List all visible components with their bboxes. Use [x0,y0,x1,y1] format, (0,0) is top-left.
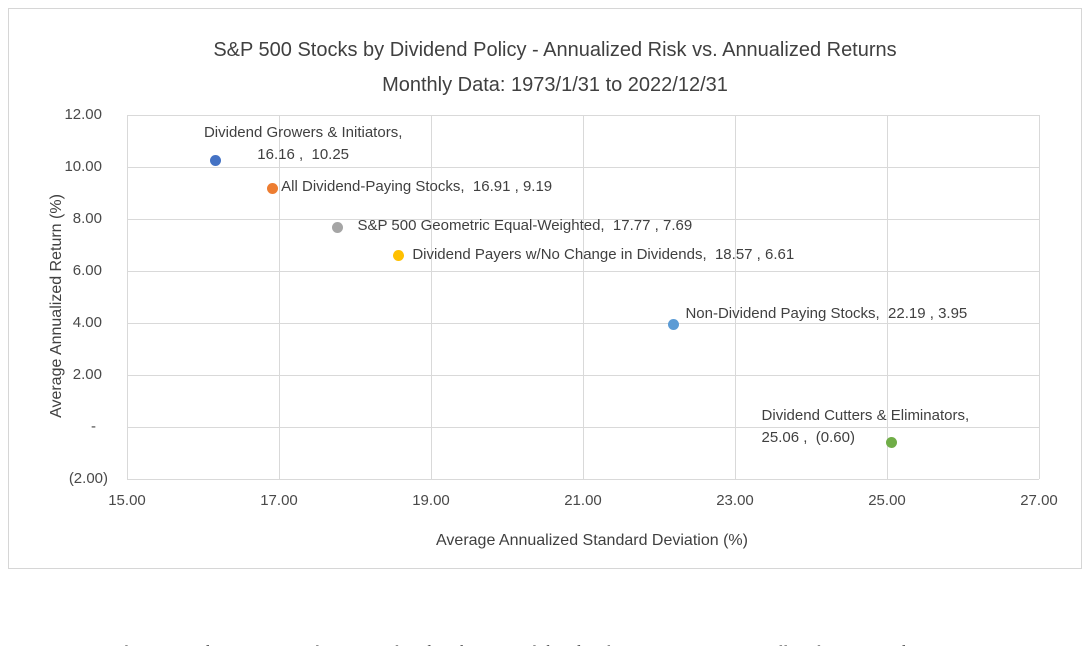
gridline-x [887,115,888,479]
data-point-label-line: Non-Dividend Paying Stocks, 22.19 , 3.95 [685,305,968,323]
x-tick-label: 23.00 [716,492,754,509]
data-point-label: S&P 500 Geometric Equal-Weighted, 17.77 … [358,215,693,237]
gridline-y [127,271,1039,272]
data-point-label-line: Dividend Cutters & Eliminators, [761,406,970,424]
gridline-x [279,115,280,479]
x-tick-label: 21.00 [564,492,602,509]
gridline-y [127,375,1039,376]
data-point-dot [886,437,898,449]
data-point-dot [332,221,344,233]
chart-title: S&P 500 Stocks by Dividend Policy - Annu… [17,33,1092,103]
source-text: Source: Copyright 2022 Ned Davis Researc… [8,591,1088,646]
gridline-x [583,115,584,479]
gridline-y [127,167,1039,168]
x-tick-label: 15.00 [108,492,146,509]
x-tick-label: 19.00 [412,492,450,509]
chart-card: S&P 500 Stocks by Dividend Policy - Annu… [8,8,1082,569]
data-point-label: All Dividend-Paying Stocks, 16.91 , 9.19 [281,176,552,198]
chart-title-line2: Monthly Data: 1973/1/31 to 2022/12/31 [382,74,728,96]
gridline-y [127,323,1039,324]
x-tick-label: 27.00 [1020,492,1058,509]
data-point-label-line: Dividend Payers w/No Change in Dividends… [412,246,795,264]
y-tick-label: 8.00 [72,210,102,227]
data-point-dot [209,155,221,166]
data-point-label-line: Dividend Growers & Initiators, [203,123,403,141]
y-axis-title: Average Annualized Return (%) [48,194,65,418]
gridline-y [127,427,1039,428]
data-point-label-line: 25.06 , (0.60) [761,428,855,446]
data-point-label: Dividend Cutters & Eliminators, 25.06 , (… [762,405,970,449]
data-point-dot [392,249,404,261]
data-point-label: Non-Dividend Paying Stocks, 22.19 , 3.95 [685,303,967,325]
gridline-y [127,219,1039,220]
data-point-dot [266,182,278,194]
y-tick-label: 2.00 [72,366,102,383]
data-point-label: Dividend Payers w/No Change in Dividends… [412,244,794,266]
x-tick-label: 17.00 [260,492,298,509]
data-point-label-line: All Dividend-Paying Stocks, 16.91 , 9.19 [281,178,553,196]
data-point-label: Dividend Growers & Initiators, 16.16 , 10… [204,122,402,166]
gridline-y [127,479,1039,480]
x-axis-title: Average Annualized Standard Deviation (%… [436,532,748,549]
data-point-label-line: S&P 500 Geometric Equal-Weighted, 17.77 … [357,217,693,235]
y-tick-label: (2.00) [68,470,108,487]
source-line1: Source: Copyright 2022 Ned Davis Researc… [8,640,1088,646]
y-tick-label: - [91,418,96,435]
y-tick-label: 12.00 [64,106,102,123]
gridline-x [127,115,128,479]
chart-title-line1: S&P 500 Stocks by Dividend Policy - Annu… [213,39,897,61]
gridline-y [127,115,1039,116]
gridline-x [735,115,736,479]
gridline-x [431,115,432,479]
gridline-x [1039,115,1040,479]
x-tick-label: 25.00 [868,492,906,509]
data-point-label-line: 16.16 , 10.25 [257,145,350,163]
y-tick-label: 4.00 [72,314,102,331]
y-tick-label: 10.00 [64,158,102,175]
y-tick-label: 6.00 [72,262,102,279]
data-point-dot [667,318,679,330]
